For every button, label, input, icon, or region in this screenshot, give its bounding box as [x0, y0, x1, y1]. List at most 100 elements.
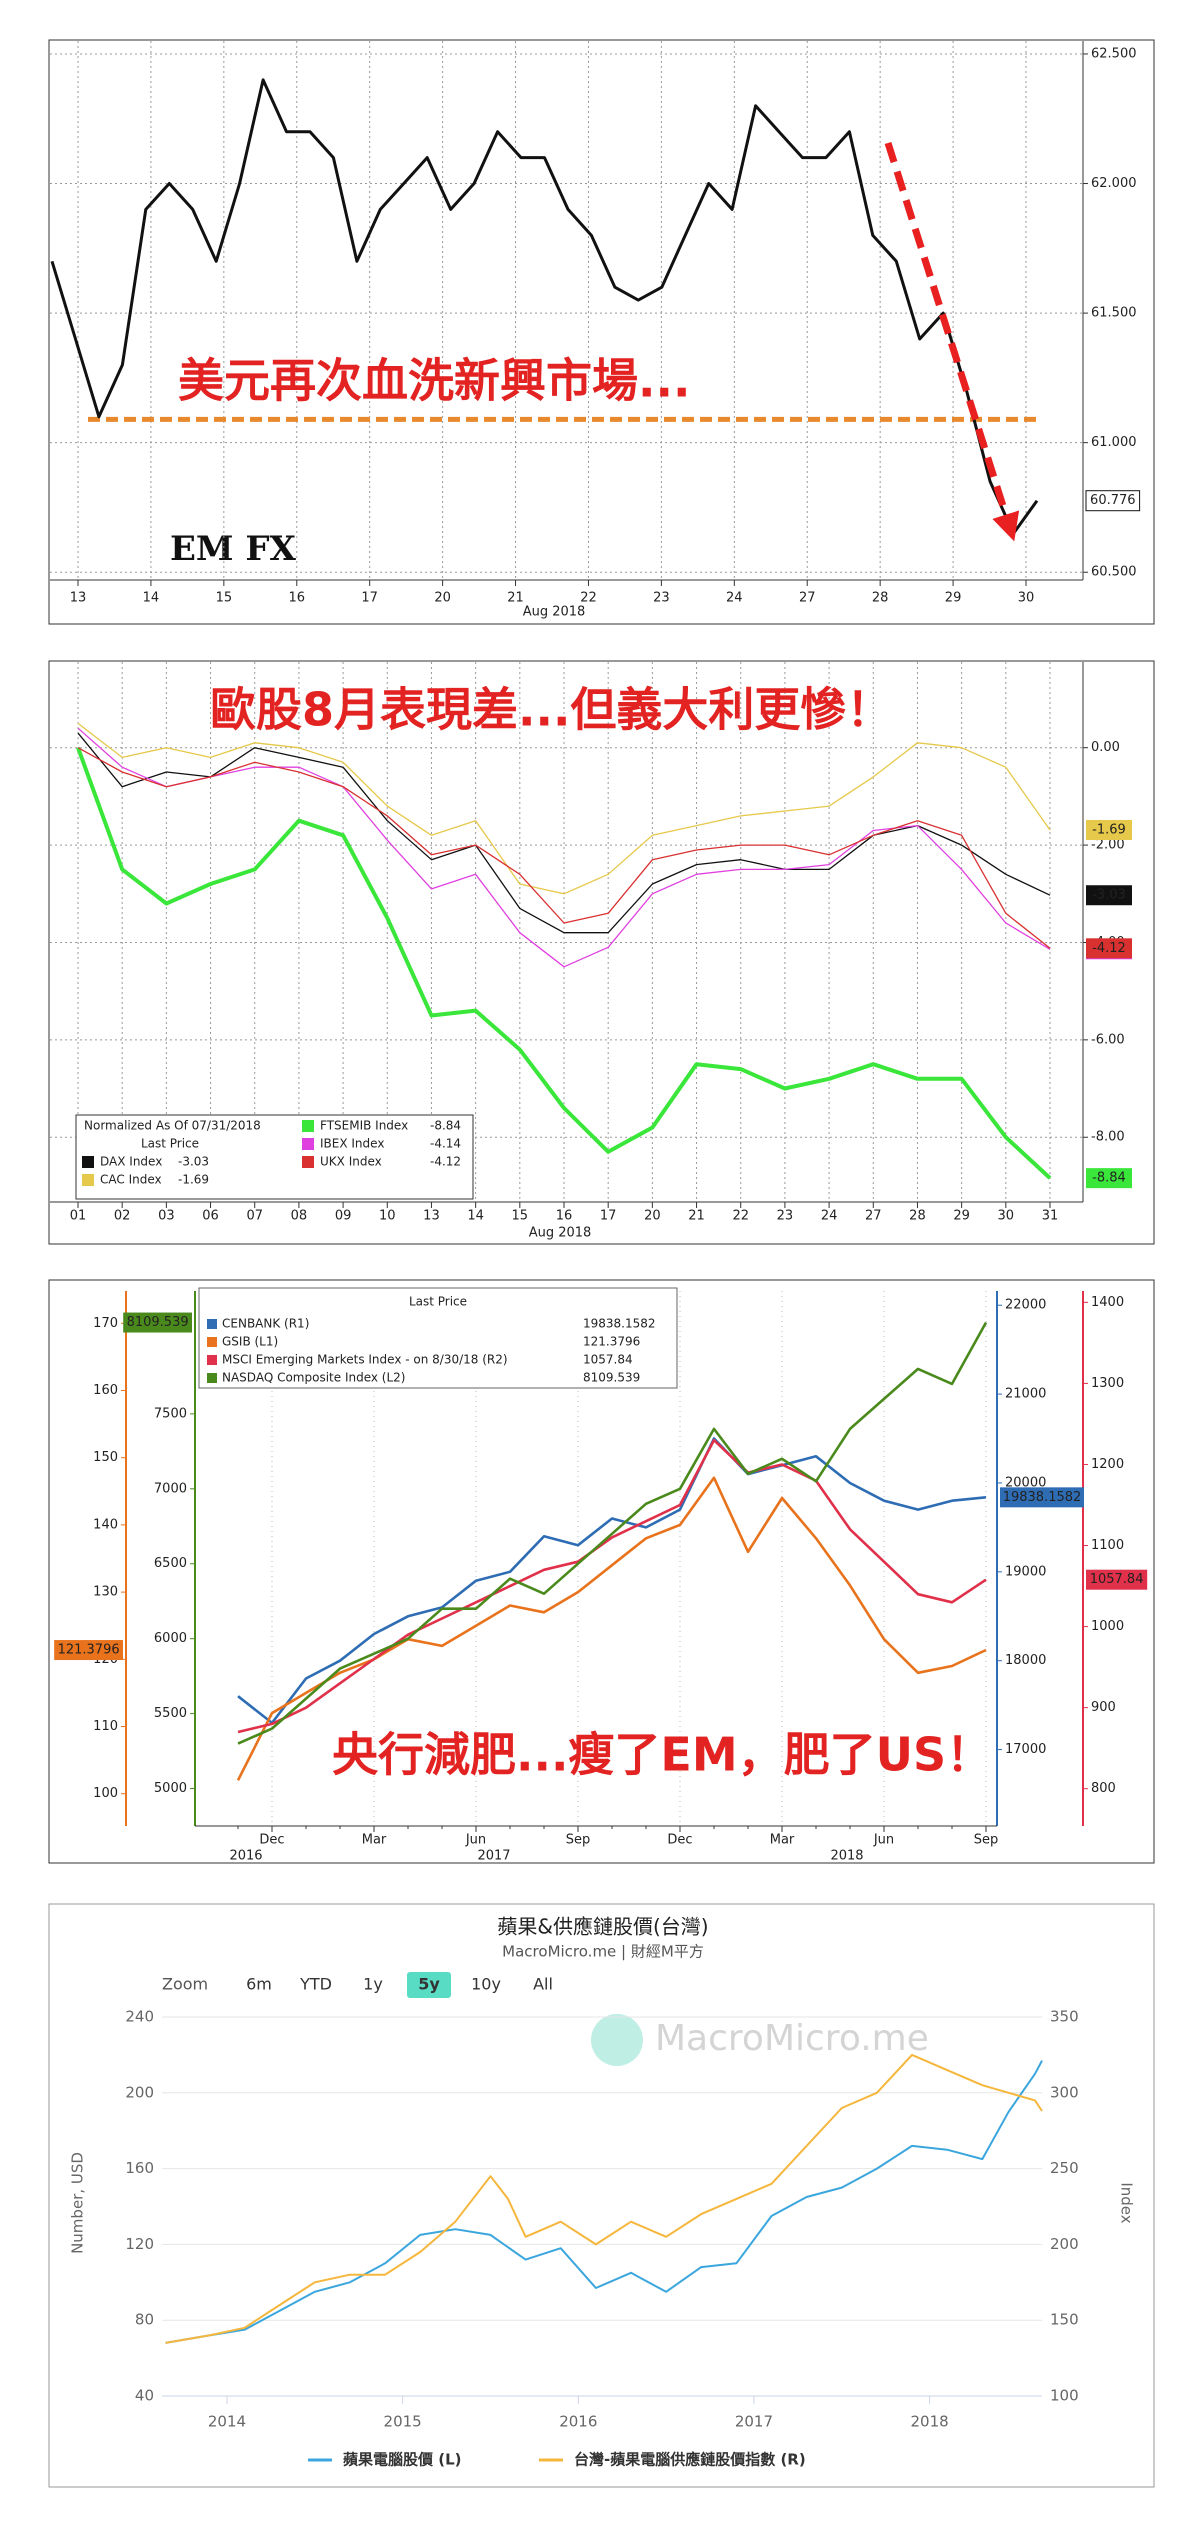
y-tick-label: 1100	[1091, 1538, 1124, 1553]
y-tick-label: 150	[93, 1450, 118, 1465]
chart-subtitle: MacroMicro.me | 財經M平方	[502, 1943, 704, 1961]
x-tick-label: 13	[423, 1209, 440, 1224]
y-tick-label: 140	[93, 1517, 118, 1532]
plots: 60.500 61.000 61.500 62.000 62.500 13 14 15 16 17…	[50, 41, 1148, 2469]
y-tick-label: 350	[1050, 2008, 1079, 2026]
zoom-button-bg[interactable]	[407, 1972, 451, 1998]
x-tick-label: 15	[216, 591, 233, 606]
x-tick-label: 30	[998, 1209, 1015, 1224]
legend-value: 121.3796	[583, 1335, 640, 1349]
last-value-label: -8.84	[1092, 1171, 1126, 1186]
legend-label: 台灣-蘋果電腦供應鏈股價指數 (R)	[574, 2451, 806, 2469]
x-tick-label: 28	[909, 1209, 926, 1224]
last-value-badge	[1085, 490, 1141, 512]
legend-label: UKX Index	[320, 1155, 382, 1169]
legend-swatch	[207, 1319, 217, 1329]
y-tick-label: 100	[93, 1786, 118, 1801]
legend-swatch	[82, 1174, 94, 1186]
x-tick-label: 15	[512, 1209, 529, 1224]
y-tick-label: 17000	[1005, 1742, 1046, 1757]
legend-value: -4.12	[430, 1155, 461, 1169]
y-tick-label: 20000	[1005, 1475, 1046, 1490]
x-tick-label: Mar	[362, 1833, 387, 1848]
series-line	[77, 732, 1051, 934]
x-tick-label: 10	[379, 1209, 396, 1224]
x-tick-label: Sep	[566, 1833, 591, 1848]
y-tick-label: 200	[125, 2083, 154, 2101]
last-value-badge	[1000, 1487, 1084, 1508]
y-tick-label: 18000	[1005, 1653, 1046, 1668]
x-tick-label: 2018	[910, 2413, 948, 2431]
x-tick-label: Sep	[974, 1833, 999, 1848]
chart-frame	[48, 39, 1155, 625]
y-tick-label: 40	[135, 2387, 154, 2405]
annotation: 美元再次血洗新興市場...	[178, 354, 690, 408]
x-tick-label: Dec	[259, 1833, 284, 1848]
y-tick-label: 800	[1091, 1781, 1116, 1796]
x-tick-label: 2017	[735, 2413, 773, 2431]
x-tick-label: 21	[688, 1209, 705, 1224]
y-tick-label: 100	[1050, 2387, 1079, 2405]
last-value-badge	[1086, 1569, 1148, 1590]
watermark: MacroMicro.me	[655, 2018, 929, 2059]
last-value-label: 60.776	[1090, 493, 1136, 508]
x-group-label: 2016	[229, 1849, 262, 1864]
legend-label: 蘋果電腦股價 (L)	[343, 2451, 462, 2469]
y-tick-label: 1400	[1091, 1295, 1124, 1310]
series-line	[76, 747, 1052, 1180]
y-tick-label: 130	[93, 1585, 118, 1600]
y-tick-label: 5000	[154, 1781, 187, 1796]
x-group-label: 2017	[477, 1849, 510, 1864]
last-value-label: 121.3796	[58, 1643, 120, 1658]
legend-subtitle: Last Price	[141, 1137, 199, 1151]
series-line	[237, 1438, 987, 1734]
trend-arrow	[884, 141, 1020, 542]
legend-title: Last Price	[409, 1295, 467, 1309]
annotation: 歐股8月表現差...但義大利更慘！	[210, 683, 892, 737]
y-tick-label: 22000	[1005, 1298, 1046, 1313]
legend-value: -8.84	[430, 1119, 461, 1133]
last-value-label: 19838.1582	[1003, 1490, 1082, 1505]
x-tick-label: 07	[246, 1209, 263, 1224]
x-tick-label: 23	[653, 591, 670, 606]
zoom-button[interactable]: 5y	[418, 1975, 440, 1994]
series-line	[237, 1321, 988, 1745]
y-tick-label: 21000	[1005, 1387, 1046, 1402]
series-line	[77, 722, 1051, 895]
legend-label: NASDAQ Composite Index (L2)	[222, 1371, 405, 1385]
last-value-label: -1.69	[1092, 822, 1126, 837]
y-tick-label: 6000	[154, 1631, 187, 1646]
zoom-button[interactable]: 6m	[246, 1975, 272, 1994]
y-tick-label: 900	[1091, 1700, 1116, 1715]
last-value-badge	[54, 1640, 124, 1661]
zoom-button[interactable]: 10y	[471, 1975, 501, 1994]
last-value-badge	[123, 1312, 192, 1333]
x-tick-label: 16	[556, 1209, 573, 1224]
y-tick-label: 19000	[1005, 1564, 1046, 1579]
legend-swatch	[82, 1156, 94, 1168]
zoom-button[interactable]: 1y	[363, 1975, 383, 1994]
y-tick-label: 5500	[154, 1706, 187, 1721]
legend-box	[198, 1287, 678, 1389]
x-tick-label: 31	[1042, 1209, 1059, 1224]
legend-label: MSCI Emerging Markets Index - on 8/30/18…	[222, 1353, 508, 1367]
y-tick-label: 300	[1050, 2083, 1079, 2101]
x-tick-label: 02	[114, 1209, 131, 1224]
x-tick-label: 23	[777, 1209, 794, 1224]
watermark-logo	[591, 2014, 643, 2066]
y-tick-label: 160	[125, 2159, 154, 2177]
x-tick-label: 14	[467, 1209, 484, 1224]
x-tick-label: 2016	[559, 2413, 597, 2431]
x-tick-label: 29	[953, 1209, 970, 1224]
x-tick-label: 21	[507, 591, 524, 606]
x-tick-label: Jun	[873, 1833, 894, 1848]
chart-frame	[48, 1903, 1155, 2488]
y-tick-label: 1200	[1091, 1457, 1124, 1472]
series-line	[165, 2053, 1043, 2344]
legend-swatch	[207, 1355, 217, 1365]
zoom-button[interactable]: All	[533, 1975, 553, 1994]
zoom-button[interactable]: YTD	[299, 1975, 332, 1994]
series-line	[237, 1437, 987, 1725]
y-tick-label: 62.500	[1091, 46, 1137, 61]
